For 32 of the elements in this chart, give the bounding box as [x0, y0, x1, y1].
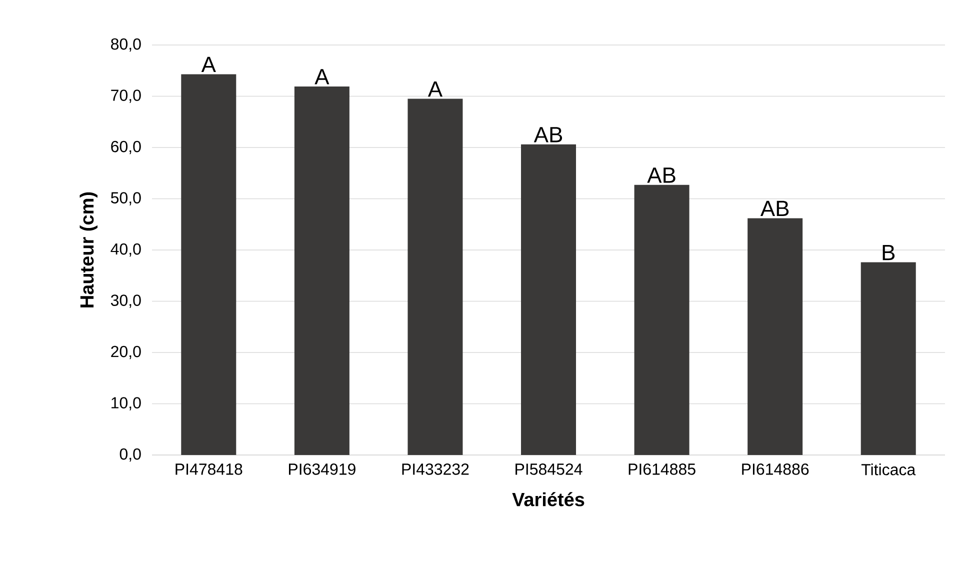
annotation: AB [647, 168, 676, 183]
annotation: B [882, 244, 895, 260]
x-tick-label: PI614885 [628, 464, 696, 475]
x-axis-title: Variétés [512, 492, 584, 506]
y-tick-label: 20,0 [111, 346, 141, 360]
y-tick-label: 0,0 [120, 448, 141, 462]
annotation: AB [760, 200, 789, 216]
y-tick-label: 80,0 [111, 38, 141, 52]
bar [294, 86, 350, 455]
annotation: AB [534, 127, 562, 142]
annotation: A [201, 56, 216, 72]
y-tick-label: 10,0 [112, 397, 141, 410]
bar [634, 184, 690, 455]
y-tick-label: 70,0 [111, 90, 141, 103]
annotation: A [314, 69, 330, 84]
x-tick-label: PI433232 [402, 464, 469, 475]
bar [521, 144, 576, 455]
bar [181, 74, 236, 455]
y-tick-label: 30,0 [110, 294, 141, 308]
bar [748, 218, 803, 455]
x-tick-label: Titicaca [861, 464, 916, 476]
bar [860, 262, 916, 455]
y-tick-label: 40,0 [110, 243, 141, 257]
x-tick-label: PI584524 [516, 464, 582, 475]
bar [408, 98, 463, 455]
y-tick-label: 50,0 [110, 192, 141, 206]
x-tick-label: PI478418 [176, 464, 242, 475]
y-tick-label: 60,0 [111, 140, 141, 154]
y-axis-title: Hauteur (cm) [80, 192, 98, 308]
x-tick-label: PI634919 [288, 464, 356, 475]
annotation: A [428, 81, 443, 97]
x-tick-label: PI614886 [742, 464, 809, 475]
